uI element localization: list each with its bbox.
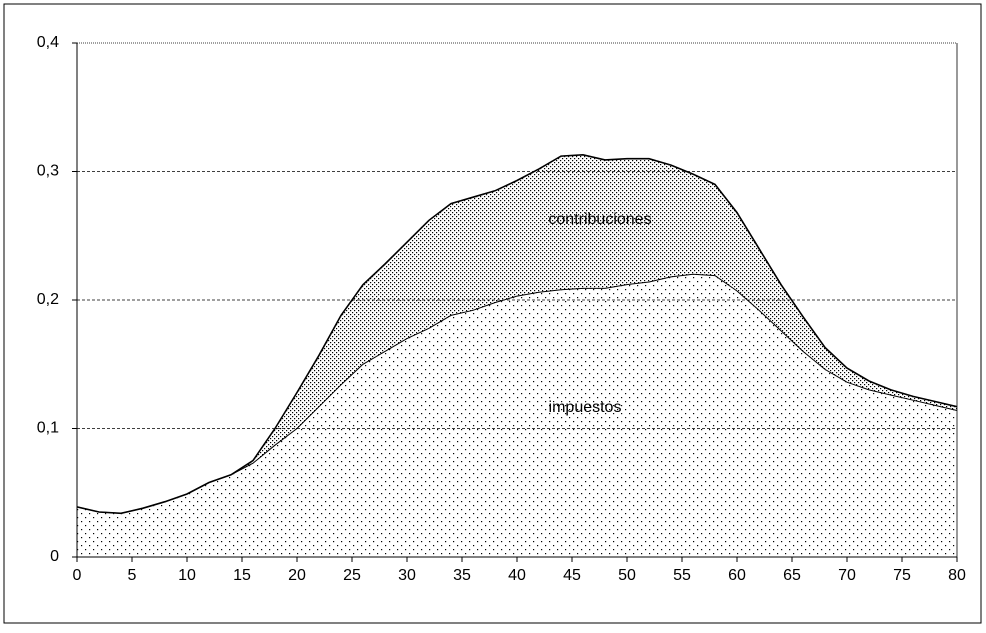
x-tick-label: 5	[128, 567, 137, 584]
x-tick-label: 25	[343, 567, 361, 584]
x-tick-label: 35	[453, 567, 471, 584]
x-tick-label: 75	[893, 567, 911, 584]
x-tick-label: 15	[233, 567, 251, 584]
y-tick-label: 0,2	[37, 291, 59, 308]
x-tick-label: 40	[508, 567, 526, 584]
x-tick-label: 50	[618, 567, 636, 584]
x-tick-label: 80	[948, 567, 966, 584]
x-tick-label: 10	[178, 567, 196, 584]
y-tick-label: 0,1	[37, 420, 59, 437]
area	[77, 154, 957, 514]
x-tick-label: 70	[838, 567, 856, 584]
series-label: contribuciones	[548, 211, 651, 228]
x-tick-label: 45	[563, 567, 581, 584]
x-tick-label: 20	[288, 567, 306, 584]
series-label: impuestos	[549, 399, 622, 416]
x-tick-label: 30	[398, 567, 416, 584]
area-line	[76, 153, 958, 515]
y-tick-label: 0,3	[37, 163, 59, 180]
x-tick-label: 65	[783, 567, 801, 584]
y-tick-label: 0	[50, 548, 59, 565]
area	[77, 274, 957, 557]
y-tick-label: 0,4	[37, 34, 59, 51]
x-tick-label: 60	[728, 567, 746, 584]
x-tick-label: 0	[73, 567, 82, 584]
x-tick-label: 55	[673, 567, 691, 584]
